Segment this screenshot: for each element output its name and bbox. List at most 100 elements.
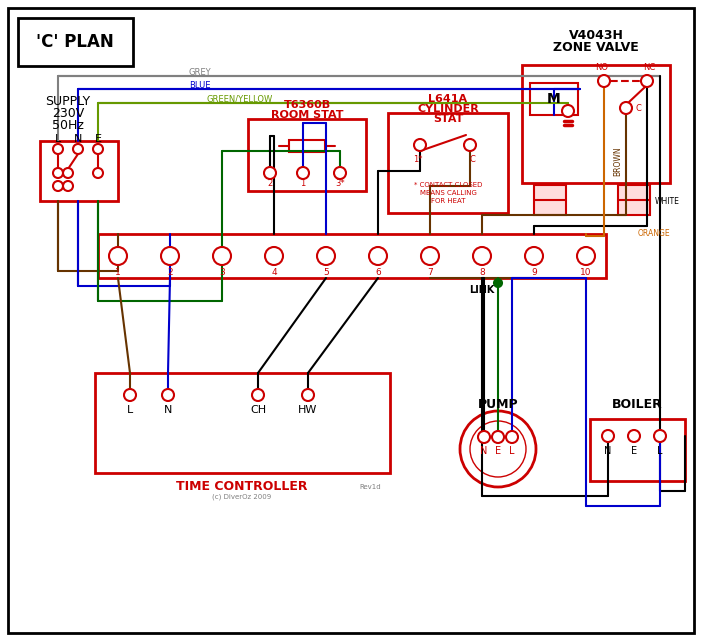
Circle shape [162,389,174,401]
Bar [388,113,508,213]
Text: N: N [74,134,82,144]
Text: T6360B: T6360B [284,100,331,110]
Text: NC: NC [643,63,655,72]
Text: 4: 4 [271,267,277,276]
Text: PUMP: PUMP [477,399,518,412]
Bar [18,18,133,66]
Text: 8: 8 [479,267,485,276]
Text: CYLINDER: CYLINDER [417,104,479,114]
Text: HW: HW [298,405,318,415]
Bar [530,83,578,115]
Circle shape [478,431,490,443]
Text: 3*: 3* [335,178,345,188]
Text: GREY: GREY [189,67,211,76]
Circle shape [464,139,476,151]
Circle shape [124,389,136,401]
Circle shape [620,102,632,114]
Text: 5: 5 [323,267,329,276]
Circle shape [73,144,83,154]
Text: 'C' PLAN: 'C' PLAN [36,33,114,51]
Text: 50Hz: 50Hz [52,119,84,131]
Circle shape [470,421,526,477]
Text: 6: 6 [375,267,381,276]
Circle shape [265,247,283,265]
Circle shape [93,144,103,154]
Circle shape [302,389,314,401]
Text: N: N [604,446,611,456]
Circle shape [334,167,346,179]
Text: BLUE: BLUE [190,81,211,90]
Text: SUPPLY: SUPPLY [46,94,91,108]
Circle shape [460,411,536,487]
Text: TIME CONTROLLER: TIME CONTROLLER [176,481,307,494]
Circle shape [161,247,179,265]
Text: 9: 9 [531,267,537,276]
Circle shape [654,430,666,442]
Circle shape [506,431,518,443]
Text: E: E [631,446,637,456]
Bar [95,373,390,473]
Text: LINK: LINK [470,285,495,295]
Circle shape [63,181,73,191]
Circle shape [414,139,426,151]
Circle shape [369,247,387,265]
Text: FOR HEAT: FOR HEAT [431,198,465,204]
Text: 1*: 1* [413,154,423,163]
Circle shape [93,168,103,178]
Text: L: L [55,134,61,144]
Circle shape [602,430,614,442]
Text: 3: 3 [219,267,225,276]
Text: E: E [95,134,102,144]
Bar [590,419,685,481]
Text: ZONE VALVE: ZONE VALVE [553,40,639,53]
Circle shape [53,144,63,154]
Text: STAT: STAT [433,114,463,124]
Text: E: E [495,446,501,456]
Text: 1: 1 [115,267,121,276]
Text: C: C [469,154,475,163]
Circle shape [525,247,543,265]
Text: 1: 1 [300,178,305,188]
Bar [98,234,606,278]
Text: N: N [480,446,488,456]
Bar [289,140,325,152]
Text: NO: NO [595,63,609,72]
Text: GREEN/YELLOW: GREEN/YELLOW [207,94,273,103]
Circle shape [492,431,504,443]
Text: L: L [127,405,133,415]
Bar [522,65,670,183]
Circle shape [598,75,610,87]
Bar [618,185,650,215]
Text: L641A: L641A [428,94,468,104]
Circle shape [577,247,595,265]
Circle shape [53,168,63,178]
Text: 7: 7 [427,267,433,276]
Circle shape [473,247,491,265]
Text: 2: 2 [267,178,272,188]
Circle shape [252,389,264,401]
Text: Rev1d: Rev1d [359,484,380,490]
Text: ORANGE: ORANGE [637,228,670,238]
Text: ROOM STAT: ROOM STAT [271,110,343,120]
Text: C: C [635,103,641,113]
Circle shape [641,75,653,87]
Circle shape [53,181,63,191]
Text: L: L [509,446,515,456]
Circle shape [562,105,574,117]
Circle shape [317,247,335,265]
Text: 2: 2 [167,267,173,276]
Circle shape [63,168,73,178]
Text: N: N [164,405,172,415]
Text: 10: 10 [581,267,592,276]
Text: 230V: 230V [52,106,84,119]
Circle shape [264,167,276,179]
Bar [40,141,118,201]
Text: M: M [547,92,561,106]
Text: CH: CH [250,405,266,415]
Text: BOILER: BOILER [611,399,663,412]
Text: (c) DiverOz 2009: (c) DiverOz 2009 [213,494,272,500]
Circle shape [421,247,439,265]
Circle shape [297,167,309,179]
Text: L: L [657,446,663,456]
Bar [534,185,566,215]
